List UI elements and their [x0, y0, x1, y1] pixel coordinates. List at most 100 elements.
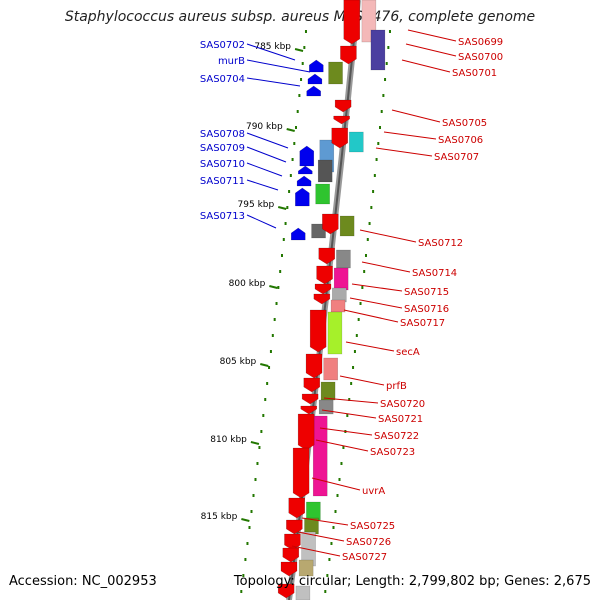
tick-mark: [269, 285, 278, 289]
tick-mark: [250, 441, 260, 445]
forward-gene-arrow: [303, 377, 321, 393]
gene-label-leader: [359, 229, 417, 243]
guide-dot-right: [328, 558, 331, 561]
gene-label-right: SAS0716: [404, 304, 449, 315]
guide-dot-left: [246, 542, 249, 545]
gene-label-leader: [246, 162, 283, 177]
guide-dot-left: [240, 590, 243, 593]
guide-dot-left: [260, 430, 263, 433]
gene-label-leader: [323, 397, 379, 404]
cds-block: [312, 415, 328, 497]
forward-gene-arrow: [280, 561, 298, 577]
forward-gene-arrow: [322, 213, 339, 235]
guide-dot-right: [361, 286, 364, 289]
guide-dot-right: [334, 510, 337, 513]
forward-gene-arrow: [314, 283, 332, 295]
guide-dot-left: [289, 174, 292, 177]
gene-label-right: SAS0727: [342, 552, 387, 563]
gene-label-leader: [321, 409, 377, 419]
gene-label-right: SAS0700: [458, 52, 503, 63]
gene-label-leader: [311, 477, 361, 491]
reverse-gene-arrow: [307, 73, 323, 85]
tick-mark: [277, 206, 287, 210]
tick-label: 815 kbp: [201, 512, 238, 522]
guide-dot-left: [275, 302, 278, 305]
guide-dot-right: [388, 30, 391, 33]
gene-label-left: SAS0709: [200, 143, 245, 154]
gene-label-right: prfB: [386, 381, 407, 392]
guide-dot-right: [385, 62, 388, 65]
cds-block: [370, 29, 386, 71]
guide-dot-left: [286, 206, 289, 209]
forward-gene-arrow: [297, 413, 315, 451]
guide-dot-right: [368, 222, 371, 225]
tick-mark: [260, 363, 269, 367]
guide-dot-right: [377, 142, 380, 145]
gene-label-right: SAS0725: [350, 521, 395, 532]
gene-label-leader: [315, 439, 369, 452]
gene-label-leader: [301, 517, 349, 526]
guide-dot-right: [336, 494, 339, 497]
forward-gene-arrow: [316, 265, 333, 285]
tick-label: 805 kbp: [220, 357, 257, 367]
guide-dot-right: [350, 382, 353, 385]
guide-dot-left: [284, 222, 287, 225]
gene-label-right: SAS0707: [434, 152, 479, 163]
guide-dot-left: [291, 158, 294, 161]
gene-label-leader: [375, 147, 433, 157]
gene-label-leader: [343, 309, 399, 323]
gene-label-leader: [297, 531, 345, 542]
forward-gene-arrow: [313, 293, 331, 305]
gene-label-leader: [383, 131, 437, 140]
forward-gene-arrow: [309, 309, 327, 353]
cds-block: [328, 61, 343, 85]
guide-dot-left: [252, 494, 255, 497]
gene-label-left: SAS0713: [200, 211, 245, 222]
cds-block: [333, 267, 349, 291]
guide-dot-right: [375, 158, 378, 161]
guide-dot-left: [258, 446, 261, 449]
cds-block: [315, 183, 330, 205]
gene-label-leader: [339, 375, 385, 386]
gene-label-right: SAS0717: [400, 318, 445, 329]
gene-label-left: SAS0710: [200, 159, 245, 170]
guide-dot-left: [279, 270, 282, 273]
reverse-gene-arrow: [309, 59, 324, 73]
tick-mark: [294, 48, 304, 52]
guide-dot-left: [300, 78, 303, 81]
gene-label-leader: [246, 214, 277, 229]
gene-label-right: SAS0705: [442, 118, 487, 129]
guide-dot-right: [372, 190, 375, 193]
guide-dot-right: [370, 206, 373, 209]
guide-dot-left: [301, 62, 304, 65]
guide-dot-right: [332, 526, 335, 529]
forward-gene-arrow: [282, 547, 300, 563]
gene-label-leader: [246, 132, 289, 149]
guide-dot-right: [357, 318, 360, 321]
forward-gene-arrow: [318, 247, 336, 265]
guide-dot-left: [304, 30, 307, 33]
guide-dot-left: [269, 350, 272, 353]
gene-label-leader: [349, 297, 403, 309]
gene-label-right: SAS0699: [458, 37, 503, 48]
guide-dot-left: [280, 254, 283, 257]
guide-dot-right: [346, 414, 349, 417]
guide-dot-left: [303, 46, 306, 49]
gene-label-leader: [246, 146, 287, 163]
reverse-gene-arrow: [298, 165, 313, 175]
guide-dot-left: [295, 126, 298, 129]
forward-gene-arrow: [286, 519, 303, 535]
forward-gene-arrow: [340, 45, 357, 65]
page-title: Staphylococcus aureus subsp. aureus MSSA…: [64, 9, 536, 25]
tick-label: 795 kbp: [238, 200, 275, 210]
gene-label-right: SAS0720: [380, 399, 425, 410]
guide-dot-left: [298, 94, 301, 97]
gene-label-leader: [246, 43, 296, 61]
gene-label-right: SAS0722: [374, 431, 419, 442]
gene-label-left: SAS0704: [200, 74, 245, 85]
tick-mark: [241, 518, 250, 522]
guide-dot-left: [262, 414, 265, 417]
gene-label-right: SAS0723: [370, 447, 415, 458]
